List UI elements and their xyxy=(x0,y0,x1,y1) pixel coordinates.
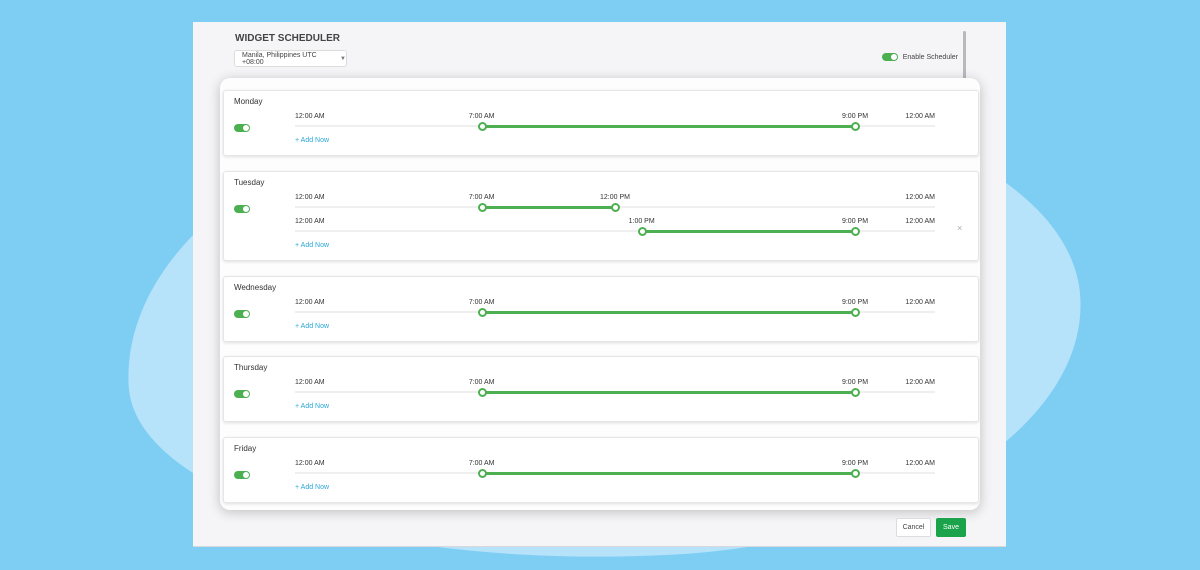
range-end-handle[interactable] xyxy=(851,227,860,236)
day-toggle[interactable] xyxy=(234,471,250,479)
add-now-link[interactable]: + Add Now xyxy=(295,242,330,249)
add-now-link[interactable]: + Add Now xyxy=(295,403,330,410)
track-start-label: 12:00 AM xyxy=(295,194,325,201)
range-start-handle[interactable] xyxy=(637,227,647,236)
day-friday: Friday 12:00 AM 12:00 AM 7:00 AM 9:00 PM + Ad… xyxy=(223,437,979,503)
time-range-row: 12:00 AM 12:00 AM 7:00 AM 12:00 PM xyxy=(295,192,935,214)
day-toggle[interactable] xyxy=(234,205,250,213)
range-start-handle[interactable] xyxy=(477,388,487,397)
range-start-label: 7:00 AM xyxy=(468,299,495,306)
range-end-label: 9:00 PM xyxy=(841,460,869,467)
selected-range xyxy=(481,391,855,394)
day-toggle[interactable] xyxy=(234,390,250,398)
range-start-handle[interactable] xyxy=(477,203,487,212)
range-start-label: 7:00 AM xyxy=(468,194,495,201)
day-thursday: Thursday 12:00 AM 12:00 AM 7:00 AM 9:00 PM + … xyxy=(223,356,979,422)
track-end-label: 12:00 AM xyxy=(905,113,935,120)
time-range-row: 12:00 AM 12:00 AM 1:00 PM 9:00 PM xyxy=(295,216,935,238)
scrollbar[interactable] xyxy=(963,31,966,79)
day-name: Wednesday xyxy=(234,283,277,292)
time-range-row: 12:00 AM 12:00 AM 7:00 AM 9:00 PM xyxy=(295,297,935,319)
range-start-label: 7:00 AM xyxy=(468,379,495,386)
day-monday: Monday 12:00 AM 12:00 AM 7:00 AM 9:00 PM + Ad… xyxy=(223,90,979,156)
day-tuesday: Tuesday 12:00 AM 12:00 AM 7:00 AM 12:00 PM 12… xyxy=(223,171,979,261)
page-title: WIDGET SCHEDULER xyxy=(235,33,340,44)
time-range-row: 12:00 AM 12:00 AM 7:00 AM 9:00 PM xyxy=(295,377,935,399)
track-start-label: 12:00 AM xyxy=(295,460,325,467)
track-end-label: 12:00 AM xyxy=(905,460,935,467)
day-name: Tuesday xyxy=(234,178,265,187)
range-start-label: 7:00 AM xyxy=(468,460,495,467)
time-range-row: 12:00 AM 12:00 AM 7:00 AM 9:00 PM xyxy=(295,111,935,133)
enable-scheduler-toggle[interactable] xyxy=(881,53,898,61)
track-end-label: 12:00 AM xyxy=(905,379,935,386)
range-end-handle[interactable] xyxy=(851,308,860,317)
time-range-row: 12:00 AM 12:00 AM 7:00 AM 9:00 PM xyxy=(295,458,935,480)
track-start-label: 12:00 AM xyxy=(295,299,325,306)
selected-range xyxy=(481,472,855,475)
enable-scheduler-label: Enable Scheduler xyxy=(902,53,958,61)
add-now-link[interactable]: + Add Now xyxy=(295,484,330,491)
track-start-label: 12:00 AM xyxy=(295,113,325,120)
day-toggle[interactable] xyxy=(234,310,250,318)
add-now-link[interactable]: + Add Now xyxy=(295,137,330,144)
track-end-label: 12:00 AM xyxy=(905,194,935,201)
selected-range xyxy=(481,206,615,209)
range-start-handle[interactable] xyxy=(477,308,487,317)
range-start-handle[interactable] xyxy=(477,469,487,478)
day-name: Thursday xyxy=(234,363,268,372)
range-end-handle[interactable] xyxy=(851,122,860,131)
day-toggle[interactable] xyxy=(234,124,250,132)
enable-scheduler: Enable Scheduler xyxy=(881,53,958,61)
range-start-label: 1:00 PM xyxy=(628,218,655,225)
range-end-label: 9:00 PM xyxy=(841,218,869,225)
range-end-handle[interactable] xyxy=(851,469,860,478)
day-name: Monday xyxy=(234,97,263,106)
range-start-label: 7:00 AM xyxy=(468,113,495,120)
track-end-label: 12:00 AM xyxy=(905,218,935,225)
save-button[interactable]: Save xyxy=(936,518,966,537)
timezone-value: Manila, Philippines UTC +08:00 xyxy=(242,51,317,66)
scheduler-panel: WIDGET SCHEDULER Manila, Philippines UTC… xyxy=(193,22,1006,547)
chevron-down-icon: ▼ xyxy=(340,55,346,62)
day-wednesday: Wednesday 12:00 AM 12:00 AM 7:00 AM 9:00 PM +… xyxy=(223,276,979,342)
range-end-label: 9:00 PM xyxy=(841,299,869,306)
days-card: Monday 12:00 AM 12:00 AM 7:00 AM 9:00 PM + Ad… xyxy=(220,78,980,510)
track-end-label: 12:00 AM xyxy=(905,299,935,306)
range-end-label: 12:00 PM xyxy=(600,194,630,201)
range-end-label: 9:00 PM xyxy=(841,379,869,386)
selected-range xyxy=(481,125,855,128)
cancel-button[interactable]: Cancel xyxy=(896,518,931,537)
range-end-handle[interactable] xyxy=(611,203,620,212)
selected-range xyxy=(641,230,855,233)
day-name: Friday xyxy=(234,444,257,453)
add-now-link[interactable]: + Add Now xyxy=(295,323,330,330)
range-end-label: 9:00 PM xyxy=(841,113,869,120)
timezone-select[interactable]: Manila, Philippines UTC +08:00 ▼ xyxy=(234,50,347,67)
track-start-label: 12:00 AM xyxy=(295,379,325,386)
track-start-label: 12:00 AM xyxy=(295,218,325,225)
range-start-handle[interactable] xyxy=(477,122,487,131)
close-icon[interactable]: × xyxy=(957,223,963,233)
range-end-handle[interactable] xyxy=(851,388,860,397)
selected-range xyxy=(481,311,855,314)
time-track[interactable] xyxy=(295,230,935,232)
